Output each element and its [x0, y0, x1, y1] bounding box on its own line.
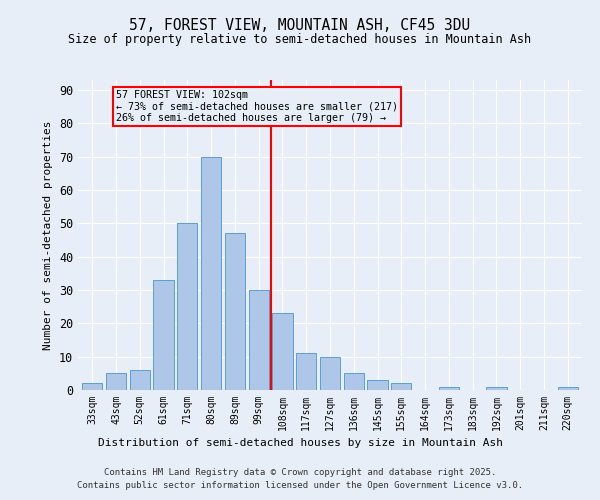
Y-axis label: Number of semi-detached properties: Number of semi-detached properties	[43, 120, 53, 350]
Bar	[201, 156, 221, 390]
Bar	[154, 280, 173, 390]
Bar	[225, 234, 245, 390]
Text: Contains HM Land Registry data © Crown copyright and database right 2025.: Contains HM Land Registry data © Crown c…	[104, 468, 496, 477]
Text: Distribution of semi-detached houses by size in Mountain Ash: Distribution of semi-detached houses by …	[97, 438, 503, 448]
Text: Size of property relative to semi-detached houses in Mountain Ash: Size of property relative to semi-detach…	[68, 34, 532, 46]
Bar	[272, 314, 293, 390]
Bar	[82, 384, 103, 390]
Text: 57, FOREST VIEW, MOUNTAIN ASH, CF45 3DU: 57, FOREST VIEW, MOUNTAIN ASH, CF45 3DU	[130, 18, 470, 32]
Bar	[367, 380, 388, 390]
Bar	[391, 384, 412, 390]
Bar	[557, 386, 578, 390]
Bar	[344, 374, 364, 390]
Bar	[487, 386, 506, 390]
Text: 57 FOREST VIEW: 102sqm
← 73% of semi-detached houses are smaller (217)
26% of se: 57 FOREST VIEW: 102sqm ← 73% of semi-det…	[116, 90, 398, 123]
Bar	[439, 386, 459, 390]
Bar	[248, 290, 269, 390]
Text: Contains public sector information licensed under the Open Government Licence v3: Contains public sector information licen…	[77, 480, 523, 490]
Bar	[296, 354, 316, 390]
Bar	[177, 224, 197, 390]
Bar	[130, 370, 150, 390]
Bar	[320, 356, 340, 390]
Bar	[106, 374, 126, 390]
